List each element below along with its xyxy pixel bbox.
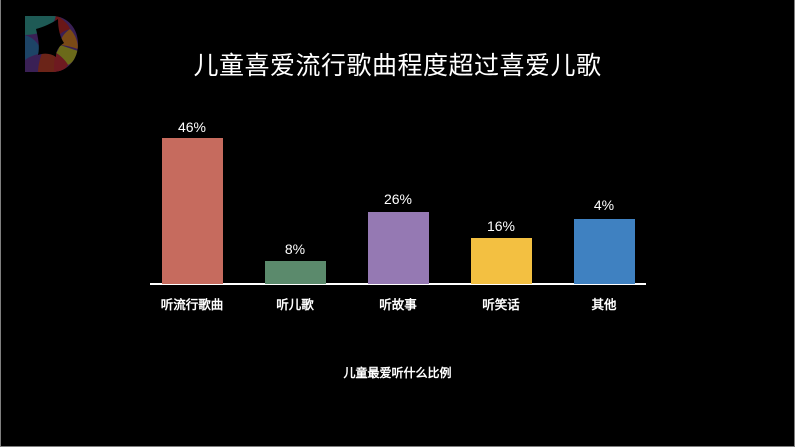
- bar-value-label: 8%: [284, 241, 306, 257]
- bar-listen-jokes: [471, 238, 532, 284]
- chart-caption: 儿童最爱听什么比例: [343, 366, 452, 380]
- category-label: 听流行歌曲: [160, 297, 224, 312]
- category-label: 听故事: [379, 297, 417, 312]
- d-mosaic-logo-icon: [25, 16, 78, 72]
- chart-title: 儿童喜爱流行歌曲程度超过喜爱儿歌: [193, 51, 602, 80]
- category-label: 其他: [591, 297, 617, 312]
- bar-value-label: 26%: [383, 191, 413, 207]
- bar-value-label: 16%: [486, 218, 516, 234]
- bar-value-label: 46%: [177, 119, 207, 135]
- bar-listen-stories: [368, 212, 429, 284]
- bar-listen-childrens-songs: [265, 261, 326, 284]
- category-label: 听儿歌: [276, 297, 314, 312]
- x-axis-line: [150, 283, 646, 285]
- bar-listen-pop-songs: [162, 138, 223, 284]
- category-label: 听笑话: [482, 297, 520, 312]
- bar-value-label: 4%: [593, 197, 615, 213]
- bar-other: [574, 219, 635, 284]
